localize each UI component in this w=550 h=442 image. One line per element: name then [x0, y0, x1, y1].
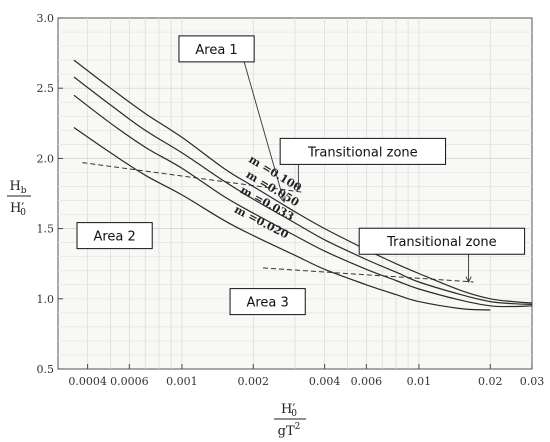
- x-tick-label: 0.02: [478, 375, 503, 388]
- transitional-dashed-line: [82, 162, 302, 193]
- series-line-m-0-100: [73, 59, 533, 304]
- x-label-num-prime: ′: [292, 402, 295, 417]
- series-line-m-0-033: [73, 94, 533, 308]
- x-tick-label: 0.001: [166, 375, 198, 388]
- annotation-text: Area 2: [93, 230, 135, 245]
- annotation-text: Transitional zone: [307, 145, 418, 160]
- x-label-den: gT: [278, 424, 295, 439]
- svg-text:H′0: H′0: [10, 201, 26, 218]
- x-tick-label: 0.03: [520, 375, 545, 388]
- y-label-den-prime: ′: [21, 201, 24, 216]
- annotation-arrow: [243, 61, 284, 202]
- svg-text:gT2: gT2: [278, 422, 301, 439]
- transitional-dashed-line: [263, 267, 474, 283]
- annotation-text: Transitional zone: [386, 235, 497, 250]
- y-tick-label: 1.0: [37, 293, 55, 306]
- y-tick-label: 3.0: [37, 12, 55, 25]
- y-tick-label: 2.0: [37, 152, 55, 165]
- x-label-num-sub: 0: [291, 409, 297, 419]
- y-axis-ticks: 0.5 1.0 1.5 2.0 2.5 3.0: [37, 12, 63, 376]
- x-tick-label: 0.0006: [110, 375, 149, 388]
- transitional-dashed-lines: [82, 162, 474, 283]
- y-tick-label: 2.5: [37, 82, 55, 95]
- svg-text:H′0: H′0: [281, 402, 297, 419]
- x-label-den-sup: 2: [295, 422, 301, 432]
- annotation-box: [229, 288, 306, 316]
- y-tick-label: 1.5: [37, 223, 55, 236]
- annotations: Area 1 Transitional zone Area 2 Transitiona…: [76, 35, 526, 316]
- y-label-den: H: [10, 201, 21, 216]
- y-label-num-sub: b: [21, 186, 27, 196]
- y-tick-label: 0.5: [37, 363, 55, 376]
- annotation-area-3: Area 3: [229, 288, 306, 316]
- x-tick-label: 0.006: [351, 375, 383, 388]
- x-label-num: H: [281, 402, 292, 417]
- x-tick-label: 0.002: [238, 375, 270, 388]
- annotation-box: [358, 227, 526, 255]
- series-line-m-0-050: [73, 76, 533, 305]
- x-tick-label: 0.004: [309, 375, 341, 388]
- annotation-transitional-zone: Transitional zone: [279, 137, 447, 189]
- y-label-num: H: [9, 179, 20, 194]
- annotation-area-1: Area 1: [178, 35, 284, 202]
- series-curves: [73, 59, 533, 311]
- svg-text:Hb: Hb: [9, 179, 26, 196]
- x-tick-label: 0.01: [407, 375, 432, 388]
- y-axis-label: Hb H′0: [7, 179, 31, 218]
- x-axis-ticks: 0.0004 0.0006 0.001 0.002 0.004 0.006 0.01 0.02…: [68, 364, 544, 388]
- series-line-m-0-020: [73, 127, 491, 311]
- annotation-box: [279, 137, 447, 165]
- y-label-den-sub: 0: [20, 208, 26, 218]
- annotation-box: [178, 35, 255, 63]
- annotation-text: Area 3: [246, 296, 288, 311]
- annotation-area-2: Area 2: [76, 222, 153, 250]
- annotation-transitional-zone: Transitional zone: [358, 227, 526, 282]
- annotation-box: [76, 222, 153, 250]
- x-axis-label: H′0 gT2: [274, 402, 306, 439]
- x-tick-label: 0.0004: [68, 375, 107, 388]
- annotation-text: Area 1: [195, 43, 237, 58]
